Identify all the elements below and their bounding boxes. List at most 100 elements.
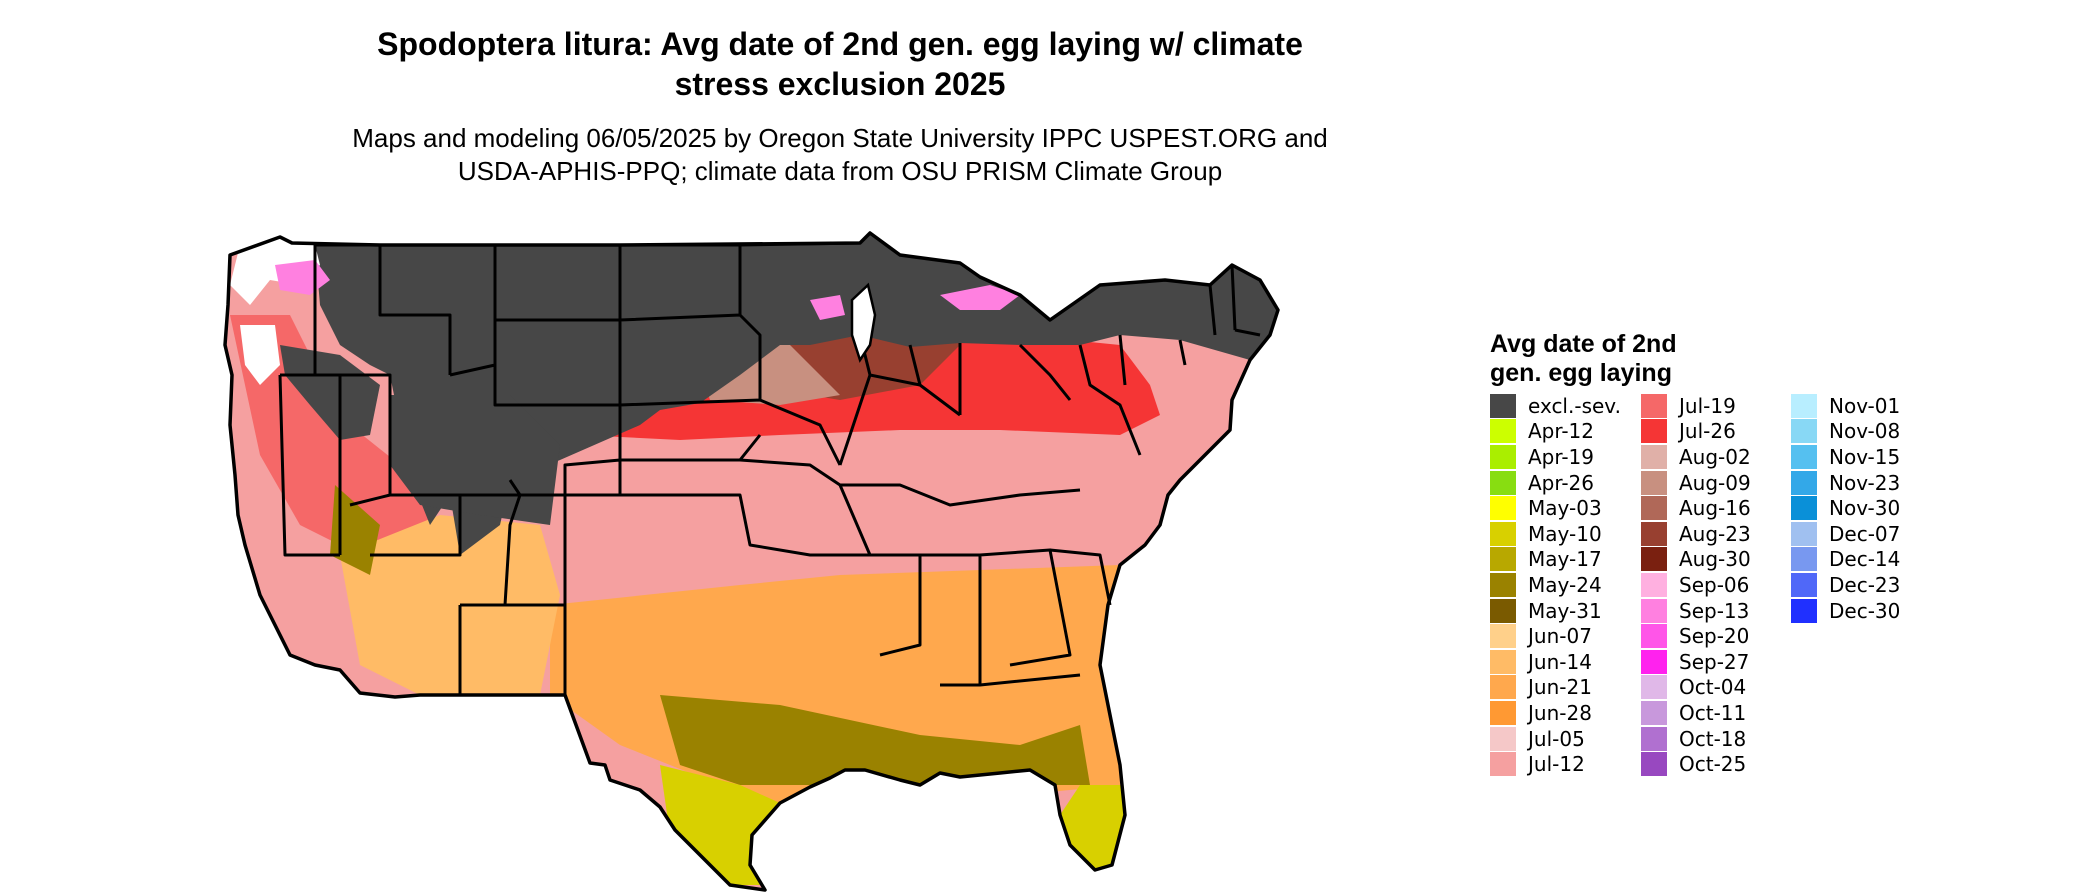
legend-swatch xyxy=(1641,444,1667,469)
legend-label: Jul-12 xyxy=(1528,752,1585,777)
us-map xyxy=(223,231,1280,892)
legend-swatch xyxy=(1490,752,1516,777)
legend-swatch xyxy=(1641,393,1667,418)
legend-swatch xyxy=(1791,419,1817,444)
legend-label: Dec-23 xyxy=(1829,572,1901,597)
legend-item: Sep-06 xyxy=(1641,572,1751,598)
legend-label: May-10 xyxy=(1528,521,1602,546)
legend-item: May-10 xyxy=(1490,521,1621,547)
legend-swatch xyxy=(1791,521,1817,546)
legend-swatch xyxy=(1641,572,1667,597)
legend-item: Nov-30 xyxy=(1791,495,1900,521)
legend-title: Avg date of 2nd gen. egg laying xyxy=(1490,330,1770,388)
lake-michigan xyxy=(850,282,877,363)
pacific-northwest-white xyxy=(230,237,320,305)
legend-label: Nov-23 xyxy=(1829,470,1901,495)
legend-label: Nov-30 xyxy=(1829,496,1901,521)
legend-label: Jun-28 xyxy=(1528,700,1592,725)
legend-swatch xyxy=(1641,726,1667,751)
legend-label: Aug-23 xyxy=(1679,521,1751,546)
legend-item: Nov-15 xyxy=(1791,444,1900,470)
state-boundaries xyxy=(278,241,1261,695)
legend-item: Oct-11 xyxy=(1641,700,1751,726)
legend-label: Jun-21 xyxy=(1528,675,1592,700)
arizona-early-zone xyxy=(330,485,380,575)
legend-item: Nov-01 xyxy=(1791,393,1900,419)
legend-label: May-03 xyxy=(1528,496,1602,521)
title-line-2: stress exclusion 2025 xyxy=(674,66,1006,102)
legend-item: Jun-14 xyxy=(1490,649,1621,675)
legend-label: Aug-16 xyxy=(1679,496,1751,521)
gulf-coast-zone xyxy=(660,695,1090,785)
great-basin-exclusion xyxy=(280,345,380,440)
legend-swatch xyxy=(1490,496,1516,521)
legend-label: Oct-11 xyxy=(1679,700,1747,725)
legend-label: Jul-26 xyxy=(1679,419,1736,444)
legend-label: Nov-08 xyxy=(1829,419,1901,444)
legend-item: Jul-26 xyxy=(1641,419,1751,445)
michigan-pink-patch xyxy=(810,295,845,320)
legend-label: May-31 xyxy=(1528,598,1602,623)
legend-item: Oct-25 xyxy=(1641,751,1751,777)
legend-item: Aug-16 xyxy=(1641,495,1751,521)
legend-label: May-24 xyxy=(1528,572,1602,597)
us-outline xyxy=(223,231,1280,892)
legend-label: May-17 xyxy=(1528,547,1602,572)
legend-item: May-17 xyxy=(1490,547,1621,573)
legend-item: Oct-18 xyxy=(1641,726,1751,752)
legend-label: Jul-19 xyxy=(1679,393,1736,418)
legend-swatch xyxy=(1791,444,1817,469)
legend-swatch xyxy=(1490,521,1516,546)
legend-swatch xyxy=(1791,547,1817,572)
legend-label: Oct-04 xyxy=(1679,675,1747,700)
legend-item: excl.-sev. xyxy=(1490,393,1621,419)
legend-swatch xyxy=(1490,572,1516,597)
title-line-1: Spodoptera litura: Avg date of 2nd gen. … xyxy=(377,26,1303,62)
legend-label: Jun-07 xyxy=(1528,624,1592,649)
legend-item: May-24 xyxy=(1490,572,1621,598)
legend-label: Sep-27 xyxy=(1679,649,1750,674)
legend-label: Oct-25 xyxy=(1679,752,1747,777)
legend-label: Apr-12 xyxy=(1528,419,1594,444)
legend-swatch xyxy=(1641,649,1667,674)
legend-swatch xyxy=(1791,496,1817,521)
legend-swatch xyxy=(1490,624,1516,649)
legend-item: Jul-19 xyxy=(1641,393,1751,419)
legend-item: Nov-08 xyxy=(1791,419,1900,445)
legend-label: Sep-13 xyxy=(1679,598,1750,623)
legend-swatch xyxy=(1490,470,1516,495)
legend-item: Sep-27 xyxy=(1641,649,1751,675)
legend-swatch xyxy=(1490,649,1516,674)
great-lakes-pink-patch xyxy=(940,285,1020,310)
legend-item: Apr-19 xyxy=(1490,444,1621,470)
legend-item: Jun-07 xyxy=(1490,623,1621,649)
legend-label: excl.-sev. xyxy=(1528,393,1621,418)
legend-label: Nov-01 xyxy=(1829,393,1901,418)
legend-label: Aug-02 xyxy=(1679,444,1751,469)
legend-swatch xyxy=(1641,598,1667,623)
legend-item: Oct-04 xyxy=(1641,675,1751,701)
legend-swatch xyxy=(1791,598,1817,623)
legend-swatch xyxy=(1641,419,1667,444)
legend-column-3: Nov-01 Nov-08 Nov-15 Nov-23 Nov-30 Dec-0… xyxy=(1791,393,1900,623)
legend-swatch xyxy=(1490,700,1516,725)
legend-item: May-31 xyxy=(1490,598,1621,624)
legend-item: Apr-12 xyxy=(1490,419,1621,445)
legend-swatch xyxy=(1490,598,1516,623)
legend-column-2: Jul-19 Jul-26 Aug-02 Aug-09 Aug-16 Aug-2… xyxy=(1641,393,1751,777)
subtitle-line-1: Maps and modeling 06/05/2025 by Oregon S… xyxy=(352,123,1328,153)
legend-swatch xyxy=(1641,675,1667,700)
legend-swatch xyxy=(1490,444,1516,469)
legend-label: Aug-09 xyxy=(1679,470,1751,495)
legend-label: Sep-06 xyxy=(1679,572,1750,597)
legend-item: Jun-21 xyxy=(1490,675,1621,701)
legend-swatch xyxy=(1490,393,1516,418)
legend-swatch xyxy=(1641,700,1667,725)
legend-label: Nov-15 xyxy=(1829,444,1901,469)
legend-swatch xyxy=(1641,496,1667,521)
legend-swatch xyxy=(1641,521,1667,546)
legend-item: Jul-05 xyxy=(1490,726,1621,752)
legend-item: Aug-23 xyxy=(1641,521,1751,547)
legend-item: Aug-09 xyxy=(1641,470,1751,496)
legend-item: Sep-20 xyxy=(1641,623,1751,649)
